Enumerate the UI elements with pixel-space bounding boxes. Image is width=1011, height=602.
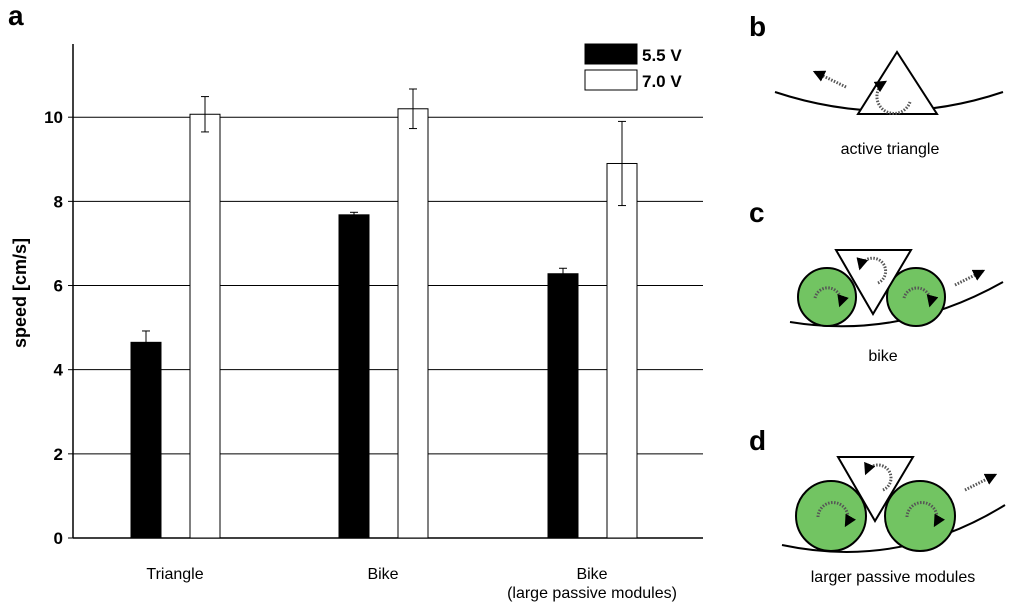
diagram-active-triangle: b active triangle <box>749 11 1004 158</box>
y-tick-labels: 0 2 4 6 8 10 <box>44 108 63 548</box>
bar-7-0-V-0 <box>189 113 221 539</box>
rotation-arrow-icon <box>864 461 893 492</box>
diagram-larger-passive-modules: d larger passive modules <box>749 425 1006 586</box>
triangle-module <box>836 456 915 523</box>
passive-wheel-right <box>884 480 956 552</box>
diagram-bike: c bike <box>749 197 1004 365</box>
passive-wheel-right <box>886 267 946 327</box>
direction-arrow-icon <box>954 269 986 287</box>
bar-7-0-V-1 <box>397 108 429 539</box>
triangle-module <box>856 50 939 115</box>
caption-larger-passive-modules: larger passive modules <box>811 569 976 586</box>
rotation-arrow-icon <box>856 256 888 285</box>
legend-swatch-5-5v <box>584 43 638 65</box>
y-tick-label: 0 <box>54 529 63 548</box>
grid-lines <box>68 116 703 539</box>
caption-active-triangle: active triangle <box>841 141 940 158</box>
y-tick-label: 8 <box>54 192 63 211</box>
legend-label-5-5v: 5.5 V <box>642 46 682 65</box>
category-label: Triangle <box>146 566 203 583</box>
y-tick-label: 6 <box>54 277 63 296</box>
caption-bike: bike <box>868 348 897 365</box>
ground-curve <box>781 504 1006 553</box>
panel-letter-d: d <box>749 425 766 456</box>
rotation-arrow-icon <box>813 286 849 308</box>
rotation-arrow-icon <box>902 286 939 308</box>
category-label: Bike <box>576 566 607 583</box>
triangle-module <box>834 249 913 316</box>
y-tick-label: 10 <box>44 108 63 127</box>
bar-5-5-V-1 <box>338 214 370 539</box>
category-labels: Triangle Bike Bike (large passive modules) <box>146 566 677 602</box>
bars <box>130 88 638 539</box>
y-tick-label: 4 <box>54 361 64 380</box>
direction-arrow-icon <box>964 473 998 492</box>
bar-5-5-V-2 <box>547 273 579 539</box>
legend-swatch-7-0v <box>584 69 638 91</box>
category-label: (large passive modules) <box>507 585 677 602</box>
bar-7-0-V-2 <box>606 162 638 539</box>
speed-bar-chart: a speed [cm/s] 0 2 4 6 8 10 Triangle Bike Bike (… <box>8 0 703 602</box>
category-label: Bike <box>367 566 398 583</box>
direction-arrow-icon <box>812 70 847 89</box>
rotation-arrow-icon <box>905 501 945 528</box>
y-axis-title: speed [cm/s] <box>10 238 30 348</box>
y-tick-label: 2 <box>54 445 63 464</box>
panel-letter-a: a <box>8 0 24 31</box>
legend: 5.5 V 7.0 V <box>584 43 682 91</box>
passive-wheel-left <box>797 267 857 327</box>
panel-letter-c: c <box>749 197 765 228</box>
legend-label-7-0v: 7.0 V <box>642 72 682 91</box>
passive-wheel-left <box>795 480 867 552</box>
bar-5-5-V-0 <box>130 341 162 539</box>
panel-letter-b: b <box>749 11 766 42</box>
rotation-arrow-icon <box>816 501 856 528</box>
